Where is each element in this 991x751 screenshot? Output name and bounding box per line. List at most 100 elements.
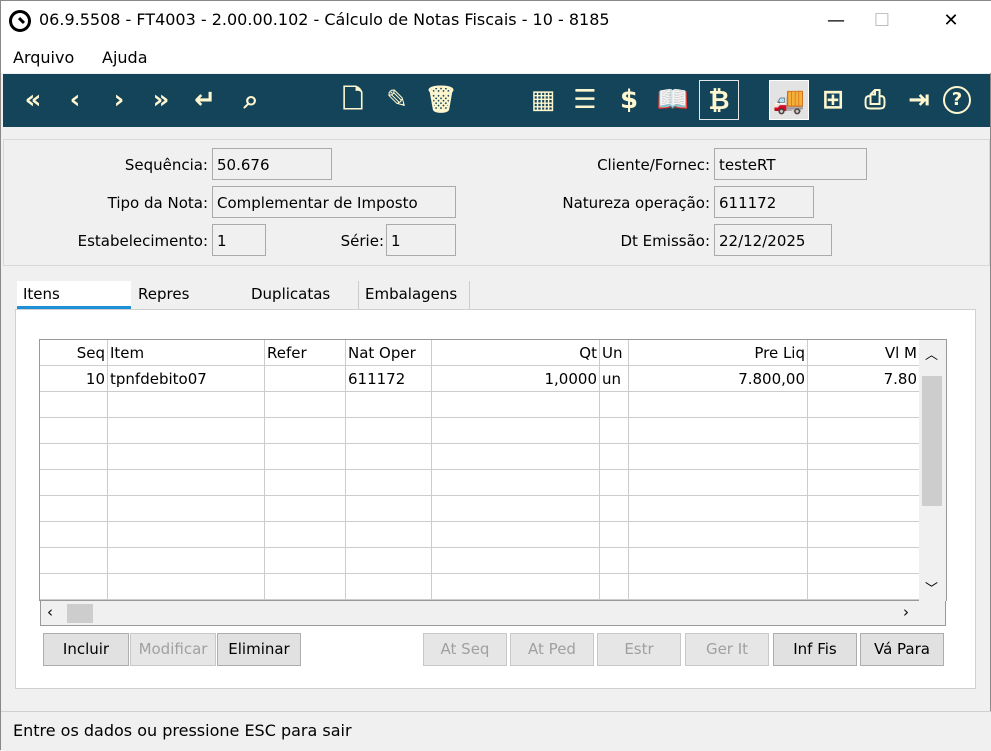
next-record-icon[interactable]: ›: [113, 85, 125, 115]
empty-cell[interactable]: [629, 548, 808, 574]
truck-icon[interactable]: 🚚: [769, 80, 809, 120]
previous-record-icon[interactable]: ‹: [69, 85, 81, 115]
hierarchy-icon[interactable]: ⊞: [822, 85, 844, 115]
empty-cell[interactable]: [629, 470, 808, 496]
empty-cell[interactable]: [265, 522, 346, 548]
empty-cell[interactable]: [346, 470, 432, 496]
help-icon[interactable]: ?: [943, 86, 971, 114]
empty-cell[interactable]: [108, 444, 265, 470]
empty-cell[interactable]: [808, 418, 920, 444]
grid-cell[interactable]: 611172: [346, 366, 432, 392]
empty-cell[interactable]: [600, 392, 629, 418]
calculator-icon[interactable]: ▦: [530, 85, 556, 115]
empty-cell[interactable]: [629, 392, 808, 418]
modificar-button[interactable]: Modificar: [130, 633, 216, 666]
grid-cell[interactable]: 10: [40, 366, 108, 392]
scroll-up-icon[interactable]: ︿: [925, 348, 939, 363]
grid-cell[interactable]: un: [600, 366, 629, 392]
empty-cell[interactable]: [432, 522, 600, 548]
edit-document-icon[interactable]: ✎: [386, 85, 408, 115]
empty-cell[interactable]: [808, 392, 920, 418]
empty-cell[interactable]: [600, 418, 629, 444]
empty-cell[interactable]: [629, 418, 808, 444]
empty-cell[interactable]: [432, 574, 600, 600]
printer-icon[interactable]: ⎙: [864, 85, 886, 115]
v-para-button[interactable]: Vá Para: [860, 633, 944, 666]
column-header[interactable]: Item: [108, 340, 265, 366]
empty-cell[interactable]: [432, 470, 600, 496]
estr-button[interactable]: Estr: [597, 633, 681, 666]
trash-icon[interactable]: 🗑: [424, 85, 458, 115]
empty-cell[interactable]: [108, 496, 265, 522]
column-header[interactable]: Qt: [432, 340, 600, 366]
grid-cell[interactable]: tpnfdebito07: [108, 366, 265, 392]
search-icon[interactable]: ⌕: [243, 85, 259, 115]
empty-cell[interactable]: [40, 522, 108, 548]
empty-cell[interactable]: [600, 444, 629, 470]
empty-cell[interactable]: [629, 574, 808, 600]
column-header[interactable]: Seq: [40, 340, 108, 366]
empty-cell[interactable]: [600, 470, 629, 496]
empty-cell[interactable]: [265, 392, 346, 418]
empty-cell[interactable]: [432, 392, 600, 418]
open-book-icon[interactable]: 📖: [656, 85, 690, 115]
empty-cell[interactable]: [40, 496, 108, 522]
incluir-button[interactable]: Incluir: [43, 633, 129, 666]
horizontal-scrollbar[interactable]: ‹ ›: [40, 601, 946, 626]
menu-arquivo[interactable]: Arquivo: [13, 48, 75, 67]
empty-cell[interactable]: [346, 418, 432, 444]
items-grid[interactable]: Seq Item Refer Nat Oper Qt Un Pre Liq Vl M 10 tpn…: [39, 339, 947, 601]
tipo-nota-field[interactable]: Complementar de Imposto: [212, 186, 456, 218]
empty-cell[interactable]: [108, 392, 265, 418]
empty-cell[interactable]: [346, 496, 432, 522]
serie-field[interactable]: 1: [386, 224, 456, 256]
empty-cell[interactable]: [40, 574, 108, 600]
empty-cell[interactable]: [40, 418, 108, 444]
column-header[interactable]: Un: [600, 340, 629, 366]
tab-embalagens[interactable]: Embalagens: [358, 281, 470, 309]
goto-return-icon[interactable]: ↵: [194, 85, 216, 115]
sequencia-field[interactable]: 50.676: [212, 148, 332, 180]
empty-cell[interactable]: [108, 548, 265, 574]
empty-cell[interactable]: [108, 574, 265, 600]
empty-cell[interactable]: [40, 470, 108, 496]
scroll-thumb[interactable]: [922, 376, 942, 506]
empty-cell[interactable]: [265, 496, 346, 522]
empty-cell[interactable]: [629, 522, 808, 548]
maximize-button[interactable]: ☐: [873, 10, 891, 31]
menu-ajuda[interactable]: Ajuda: [102, 48, 148, 67]
grid-cell[interactable]: 7.80: [808, 366, 920, 392]
empty-cell[interactable]: [808, 496, 920, 522]
empty-cell[interactable]: [808, 574, 920, 600]
vertical-scrollbar[interactable]: ︿ ﹀: [919, 340, 946, 601]
empty-cell[interactable]: [629, 444, 808, 470]
empty-cell[interactable]: [600, 574, 629, 600]
close-button[interactable]: ✕: [943, 10, 959, 31]
empty-cell[interactable]: [108, 522, 265, 548]
empty-cell[interactable]: [346, 548, 432, 574]
grid-cell[interactable]: 1,0000: [432, 366, 600, 392]
empty-cell[interactable]: [265, 574, 346, 600]
estabelecimento-field[interactable]: 1: [212, 224, 266, 256]
column-header[interactable]: Vl M: [808, 340, 920, 366]
empty-cell[interactable]: [600, 548, 629, 574]
dt-emissao-field[interactable]: 22/12/2025: [714, 224, 832, 256]
tab-itens[interactable]: Itens: [17, 281, 131, 309]
invoice-dollar-icon[interactable]: ₿: [699, 80, 739, 120]
minimize-button[interactable]: —: [827, 10, 845, 31]
empty-cell[interactable]: [808, 470, 920, 496]
natureza-field[interactable]: 611172: [714, 186, 814, 218]
cliente-field[interactable]: testeRT: [714, 148, 867, 180]
scroll-right-icon[interactable]: ›: [903, 603, 909, 621]
empty-cell[interactable]: [40, 548, 108, 574]
empty-cell[interactable]: [346, 444, 432, 470]
empty-cell[interactable]: [265, 548, 346, 574]
empty-cell[interactable]: [808, 444, 920, 470]
empty-cell[interactable]: [346, 522, 432, 548]
scroll-left-icon[interactable]: ‹: [47, 603, 53, 621]
grid-cell[interactable]: 7.800,00: [629, 366, 808, 392]
empty-cell[interactable]: [265, 444, 346, 470]
empty-cell[interactable]: [346, 574, 432, 600]
column-header[interactable]: Pre Liq: [629, 340, 808, 366]
empty-cell[interactable]: [432, 418, 600, 444]
